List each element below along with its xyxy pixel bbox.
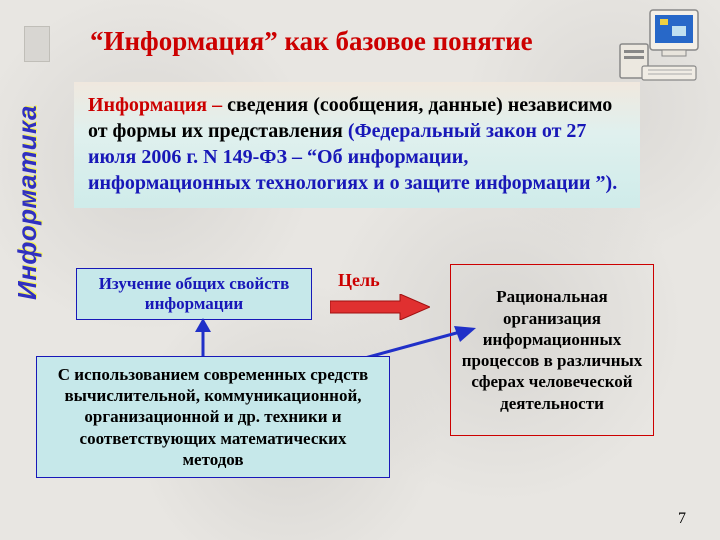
computer-icon xyxy=(612,6,702,86)
page-number: 7 xyxy=(678,510,686,528)
definition-dash: – xyxy=(207,94,227,116)
slide-title: “Информация” как базовое понятие xyxy=(90,26,533,57)
methods-box: С использованием современных средств выч… xyxy=(36,356,390,478)
study-box: Изучение общих свойств информации xyxy=(76,268,312,320)
goal-label: Цель xyxy=(338,270,380,291)
goal-arrow-icon xyxy=(330,294,430,320)
definition-term: Информация xyxy=(88,94,207,116)
sidebar-vertical-label: Информатика xyxy=(12,105,43,300)
sidebar-decoration xyxy=(24,26,50,62)
rational-box: Рациональная организация информационных … xyxy=(450,264,654,436)
blue-arrow-up-icon xyxy=(178,318,228,360)
definition-box: Информация – сведения (сообщения, данные… xyxy=(74,82,640,208)
